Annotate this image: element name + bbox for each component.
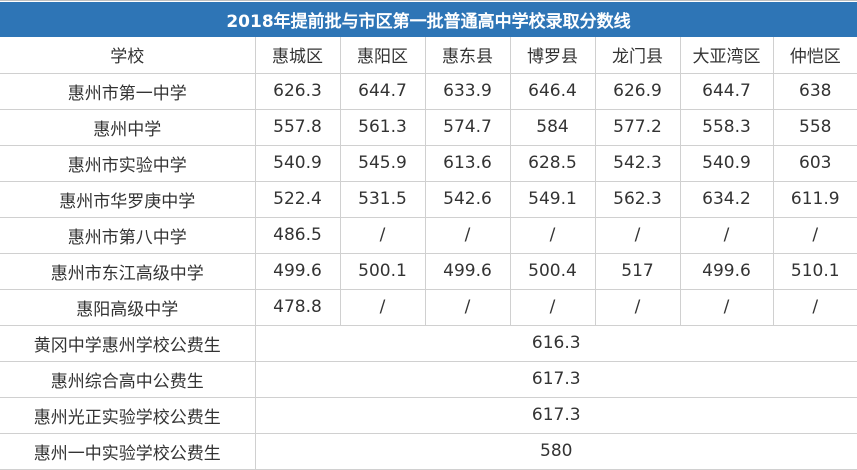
header-boluo: 博罗县 — [510, 37, 596, 74]
score-cell: / — [340, 289, 426, 326]
table-row: 惠州市第八中学 486.5 / / / / / / — [0, 217, 857, 254]
admission-score-table: 学校 惠城区 惠阳区 惠东县 博罗县 龙门县 大亚湾区 仲恺区 惠州市第一中学 … — [0, 37, 857, 470]
score-cell: 646.4 — [510, 73, 596, 110]
score-cell: / — [510, 289, 596, 326]
score-cell: 626.9 — [595, 73, 681, 110]
header-longmen: 龙门县 — [595, 37, 681, 74]
score-cell: 557.8 — [255, 109, 341, 146]
merged-row: 惠州一中实验学校公费生 580 — [0, 433, 857, 470]
score-cell: 633.9 — [425, 73, 511, 110]
score-cell: 562.3 — [595, 181, 681, 218]
table-row: 惠州中学 557.8 561.3 574.7 584 577.2 558.3 5… — [0, 109, 857, 146]
score-cell: 499.6 — [425, 253, 511, 290]
score-cell: 644.7 — [680, 73, 774, 110]
score-cell: 644.7 — [340, 73, 426, 110]
score-cell: 540.9 — [255, 145, 341, 182]
school-name: 惠州光正实验学校公费生 — [0, 397, 256, 434]
score-cell: / — [680, 217, 774, 254]
score-cell: 638 — [773, 73, 857, 110]
school-name: 惠阳高级中学 — [0, 289, 256, 326]
score-cell: 584 — [510, 109, 596, 146]
score-cell: 510.1 — [773, 253, 857, 290]
score-cell: 500.4 — [510, 253, 596, 290]
school-name: 惠州市第八中学 — [0, 217, 256, 254]
table-row: 惠州市华罗庚中学 522.4 531.5 542.6 549.1 562.3 6… — [0, 181, 857, 218]
score-cell: 486.5 — [255, 217, 341, 254]
score-cell: 542.6 — [425, 181, 511, 218]
score-cell: 558.3 — [680, 109, 774, 146]
score-cell: / — [425, 217, 511, 254]
score-cell: 561.3 — [340, 109, 426, 146]
score-cell: 542.3 — [595, 145, 681, 182]
school-name: 黄冈中学惠州学校公费生 — [0, 325, 256, 362]
score-cell: 499.6 — [680, 253, 774, 290]
header-dayawan: 大亚湾区 — [680, 37, 774, 74]
school-name: 惠州市第一中学 — [0, 73, 256, 110]
score-cell: 574.7 — [425, 109, 511, 146]
merged-score-cell: 580 — [255, 433, 857, 470]
school-name: 惠州一中实验学校公费生 — [0, 433, 256, 470]
score-cell: 577.2 — [595, 109, 681, 146]
score-cell: 558 — [773, 109, 857, 146]
table-row: 惠州市第一中学 626.3 644.7 633.9 646.4 626.9 64… — [0, 73, 857, 110]
table-title: 2018年提前批与市区第一批普通高中学校录取分数线 — [0, 2, 857, 37]
header-row: 学校 惠城区 惠阳区 惠东县 博罗县 龙门县 大亚湾区 仲恺区 — [0, 37, 857, 74]
merged-score-cell: 617.3 — [255, 397, 857, 434]
header-zhongkai: 仲恺区 — [773, 37, 857, 74]
table-row: 惠阳高级中学 478.8 / / / / / / — [0, 289, 857, 326]
score-cell: / — [340, 217, 426, 254]
school-name: 惠州市东江高级中学 — [0, 253, 256, 290]
school-name: 惠州中学 — [0, 109, 256, 146]
score-cell: 545.9 — [340, 145, 426, 182]
school-name: 惠州市华罗庚中学 — [0, 181, 256, 218]
header-huicheng: 惠城区 — [255, 37, 341, 74]
score-cell: / — [773, 217, 857, 254]
score-cell: 522.4 — [255, 181, 341, 218]
score-cell: / — [595, 289, 681, 326]
table-row: 惠州市实验中学 540.9 545.9 613.6 628.5 542.3 54… — [0, 145, 857, 182]
score-cell: 611.9 — [773, 181, 857, 218]
score-cell: / — [773, 289, 857, 326]
score-cell: 549.1 — [510, 181, 596, 218]
header-huiyang: 惠阳区 — [340, 37, 426, 74]
score-cell: / — [425, 289, 511, 326]
header-huidong: 惠东县 — [425, 37, 511, 74]
score-cell: 478.8 — [255, 289, 341, 326]
merged-row: 黄冈中学惠州学校公费生 616.3 — [0, 325, 857, 362]
merged-row: 惠州综合高中公费生 617.3 — [0, 361, 857, 398]
score-cell: 540.9 — [680, 145, 774, 182]
score-cell: 500.1 — [340, 253, 426, 290]
score-cell: 634.2 — [680, 181, 774, 218]
score-cell: 517 — [595, 253, 681, 290]
school-name: 惠州综合高中公费生 — [0, 361, 256, 398]
score-cell: / — [595, 217, 681, 254]
score-cell: 531.5 — [340, 181, 426, 218]
score-cell: / — [680, 289, 774, 326]
header-school: 学校 — [0, 37, 256, 74]
merged-score-cell: 616.3 — [255, 325, 857, 362]
merged-row: 惠州光正实验学校公费生 617.3 — [0, 397, 857, 434]
score-cell: 499.6 — [255, 253, 341, 290]
school-name: 惠州市实验中学 — [0, 145, 256, 182]
table-row: 惠州市东江高级中学 499.6 500.1 499.6 500.4 517 49… — [0, 253, 857, 290]
score-cell: 626.3 — [255, 73, 341, 110]
score-cell: 613.6 — [425, 145, 511, 182]
score-cell: 603 — [773, 145, 857, 182]
score-cell: 628.5 — [510, 145, 596, 182]
score-cell: / — [510, 217, 596, 254]
merged-score-cell: 617.3 — [255, 361, 857, 398]
